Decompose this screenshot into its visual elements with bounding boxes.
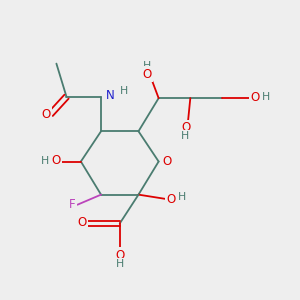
Text: O: O	[250, 91, 260, 104]
Text: H: H	[262, 92, 270, 102]
Text: O: O	[42, 107, 51, 121]
Text: N: N	[106, 89, 115, 102]
Text: H: H	[116, 259, 124, 269]
Text: H: H	[120, 86, 128, 96]
Text: H: H	[180, 131, 189, 142]
Text: O: O	[163, 155, 172, 168]
Text: O: O	[182, 121, 190, 134]
Text: H: H	[143, 61, 151, 71]
Text: O: O	[115, 249, 124, 262]
Text: H: H	[178, 192, 186, 202]
Text: O: O	[78, 216, 87, 229]
Text: H: H	[41, 156, 49, 166]
Text: O: O	[167, 193, 176, 206]
Text: F: F	[69, 198, 76, 211]
Text: O: O	[51, 154, 60, 167]
Text: O: O	[142, 68, 152, 81]
